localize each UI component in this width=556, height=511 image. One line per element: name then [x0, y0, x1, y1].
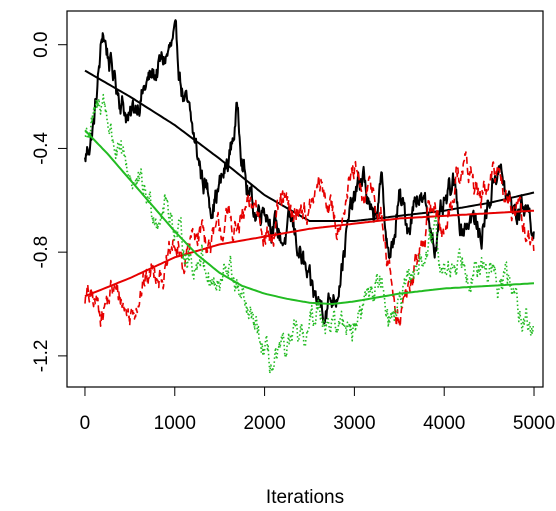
series-trace	[84, 151, 535, 328]
series-smooth-line	[84, 209, 535, 298]
x-tick-label: 2000	[243, 413, 285, 434]
series-trace	[84, 93, 535, 375]
x-axis-title: Iterations	[266, 487, 344, 508]
y-tick-label: -0.4	[31, 132, 52, 165]
x-tick-label: 4000	[423, 413, 465, 434]
y-tick-label: -0.8	[31, 236, 52, 269]
x-tick-label: 5000	[513, 413, 555, 434]
series-layer	[84, 19, 535, 375]
y-tick-label: 0.0	[31, 31, 52, 57]
x-axis: 0 1000 2000 3000 4000 5000	[80, 387, 555, 434]
series-smooth-line	[84, 129, 535, 306]
x-tick-label: 0	[80, 413, 91, 434]
y-tick-label: -1.2	[31, 340, 52, 373]
x-tick-label: 3000	[333, 413, 375, 434]
series-smooth-line	[84, 69, 535, 222]
y-axis: 0.0 -0.4 -0.8 -1.2	[31, 31, 67, 372]
series-trace	[84, 19, 535, 325]
plot-frame	[66, 10, 544, 388]
x-tick-label: 1000	[154, 413, 196, 434]
